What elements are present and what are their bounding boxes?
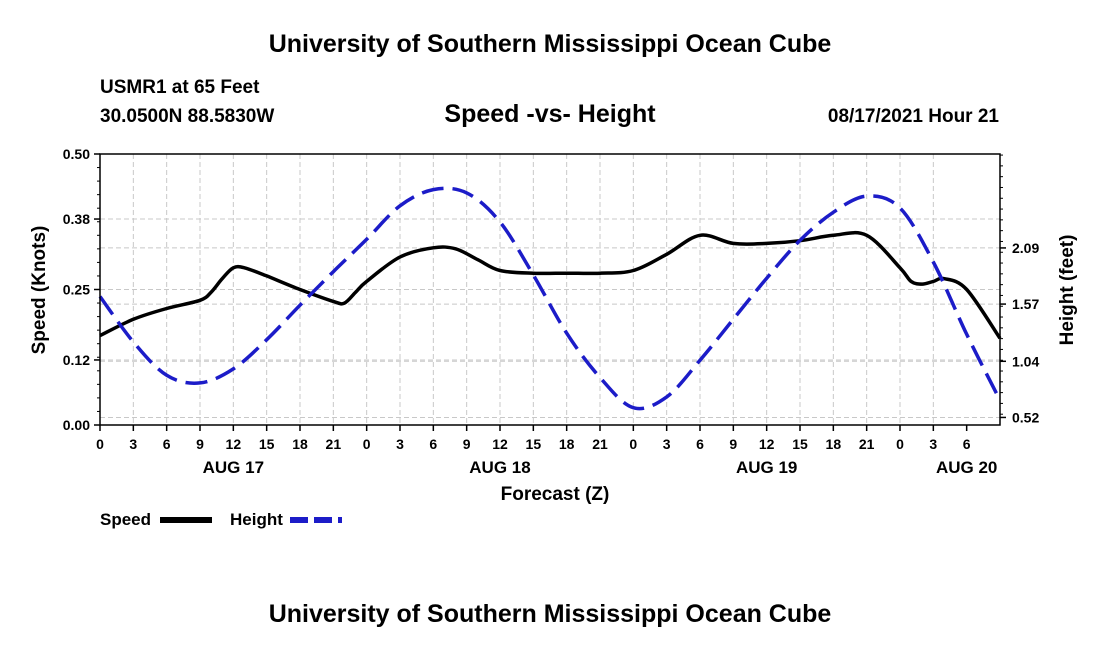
x-tick-label: 18 — [826, 436, 842, 452]
y2-tick-label: 1.57 — [1012, 296, 1039, 312]
x-tick-label: 21 — [326, 436, 342, 452]
x-tick-label: 6 — [696, 436, 704, 452]
chart-subtitle: Speed -vs- Height — [444, 100, 656, 128]
x-tick-label: 3 — [396, 436, 404, 452]
forecast-datetime: 08/17/2021 Hour 21 — [827, 106, 999, 127]
series-line-height — [98, 186, 1002, 411]
x-tick-label: 6 — [429, 436, 437, 452]
x-tick-label: 6 — [163, 436, 171, 452]
y2-axis-title: Height (feet) — [1057, 235, 1078, 346]
legend-label-speed: Speed — [100, 510, 151, 529]
grid — [100, 154, 1000, 425]
x-tick-label: 18 — [292, 436, 308, 452]
x-tick-label: 12 — [759, 436, 775, 452]
x-tick-label: 15 — [259, 436, 275, 452]
x-tick-label: 3 — [129, 436, 137, 452]
x-day-label: AUG 19 — [736, 458, 797, 477]
x-day-label: AUG 20 — [936, 458, 997, 477]
x-tick-label: 15 — [526, 436, 542, 452]
y-tick-label: 0.38 — [63, 211, 90, 227]
chart-title: University of Southern Mississippi Ocean… — [268, 30, 832, 58]
x-tick-label: 9 — [729, 436, 737, 452]
x-tick-label: 12 — [492, 436, 508, 452]
x-axis-title: Forecast (Z) — [501, 484, 610, 505]
series-line-speed — [99, 230, 1002, 340]
y2-tick-label: 0.52 — [1012, 409, 1039, 425]
x-tick-label: 9 — [196, 436, 204, 452]
axes: 0 3 6 9 12 15 18 21 0 3 6 9 12 15 18 21 0 3 6 9 12 15 18 21 0 3 6 A… — [63, 146, 1040, 477]
x-tick-label: 0 — [629, 436, 637, 452]
y-tick-label: 0.50 — [63, 146, 90, 162]
station-label: USMR1 at 65 Feet — [100, 77, 260, 98]
footer-title: University of Southern Mississippi Ocean… — [268, 600, 832, 628]
series-layer — [98, 186, 1002, 411]
x-tick-label: 0 — [363, 436, 371, 452]
x-tick-label: 12 — [226, 436, 242, 452]
x-tick-label: 3 — [663, 436, 671, 452]
x-tick-label: 3 — [929, 436, 937, 452]
x-day-label: AUG 18 — [469, 458, 530, 477]
x-tick-label: 0 — [896, 436, 904, 452]
coordinates-label: 30.0500N 88.5830W — [100, 106, 275, 127]
x-day-label: AUG 17 — [203, 458, 264, 477]
y-tick-label: 0.12 — [63, 352, 90, 368]
y-tick-label: 0.25 — [63, 282, 90, 298]
x-tick-label: 18 — [559, 436, 575, 452]
x-tick-label: 21 — [859, 436, 875, 452]
x-tick-label: 6 — [963, 436, 971, 452]
x-tick-label: 21 — [592, 436, 608, 452]
x-tick-label: 9 — [463, 436, 471, 452]
legend-label-height: Height — [230, 510, 283, 529]
x-tick-label: 0 — [96, 436, 104, 452]
y2-tick-label: 2.09 — [1012, 240, 1039, 256]
y-axis-title: Speed (Knots) — [29, 226, 50, 355]
y2-tick-label: 1.04 — [1012, 353, 1039, 369]
legend: Speed Height — [100, 510, 342, 529]
y-tick-label: 0.00 — [63, 417, 90, 433]
x-tick-label: 15 — [792, 436, 808, 452]
